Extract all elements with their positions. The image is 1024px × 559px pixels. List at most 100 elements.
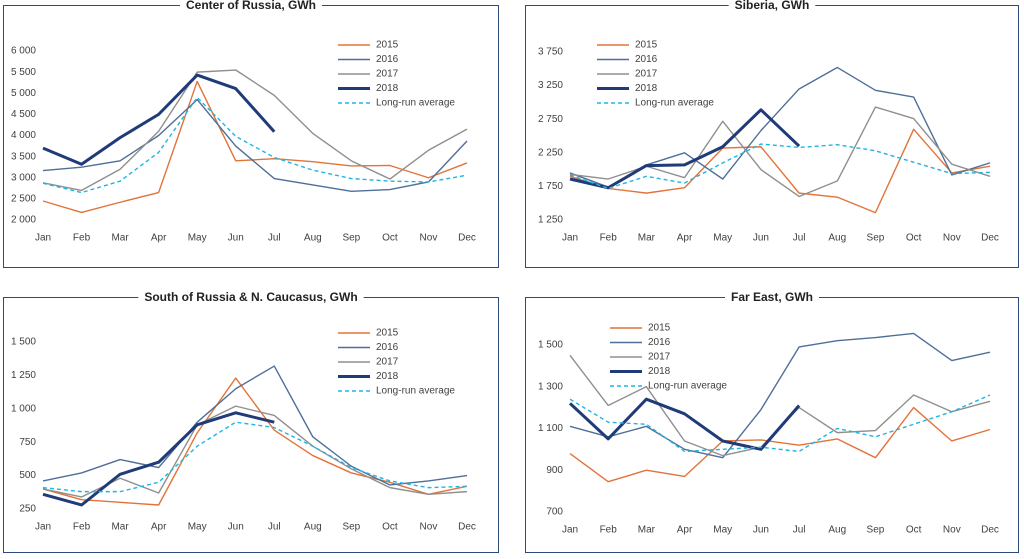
x-tick-label: Feb [600,233,618,244]
x-tick-label: Jun [228,233,244,244]
line-series [42,73,276,166]
chart-title: Siberia, GWh [735,0,810,12]
x-tick-label: Dec [458,233,476,244]
panel-border [3,5,499,268]
chart-panel: Far East, GWh 700 900 1 100 1 300 1 500 Jan Feb… [525,290,1019,553]
x-tick-label: Jun [753,525,769,536]
legend-label: 2017 [635,69,658,80]
x-tick-label: Jan [35,233,51,244]
y-tick-label: 5 000 [11,88,36,99]
x-tick-label: Feb [600,525,618,536]
line-series [569,332,991,459]
y-tick-label: 1 500 [538,340,563,351]
line-series [569,128,991,214]
x-tick-label: Oct [906,525,922,536]
panel-border [525,297,1019,553]
x-tick-label: Feb [73,233,91,244]
legend-label: 2015 [635,40,658,51]
x-tick-label: Jun [228,522,244,533]
x-tick-label: Jul [268,233,281,244]
x-tick-label: Feb [73,522,91,533]
x-tick-label: Aug [828,525,846,536]
x-tick-label: Jun [753,233,769,244]
x-tick-label: Apr [677,233,693,244]
legend-label: 2016 [648,337,671,348]
chart-panel: Center of Russia, GWh 2 000 2 500 3 000 3 50… [3,0,499,268]
y-tick-label: 700 [546,507,563,518]
x-tick-label: Jan [35,522,51,533]
y-tick-label: 2 250 [538,147,563,158]
line-series [42,98,468,192]
title-background [179,0,323,13]
x-tick-label: Mar [111,522,129,533]
x-tick-label: Jul [793,233,806,244]
line-series [42,365,468,486]
y-tick-label: 3 000 [11,172,36,183]
y-tick-label: 900 [546,465,563,476]
y-tick-label: 2 000 [11,215,36,226]
x-tick-label: Dec [981,233,999,244]
legend-label: 2018 [376,83,399,94]
x-tick-label: May [188,522,207,533]
legend-label: 2015 [376,40,399,51]
y-tick-label: 6 000 [11,46,36,57]
y-tick-label: 750 [19,437,36,448]
y-tick-label: 5 500 [11,67,36,78]
legend-label: 2017 [648,352,671,363]
y-tick-label: 2 500 [11,194,36,205]
y-tick-label: 1 250 [11,370,36,381]
legend-label: Long-run average [635,98,714,109]
x-tick-label: Mar [111,233,129,244]
legend-label: Long-run average [376,98,455,109]
x-tick-label: Oct [382,233,398,244]
title-background [138,290,364,305]
line-series [42,405,468,498]
y-tick-label: 3 500 [11,151,36,162]
x-tick-label: Sep [342,233,360,244]
x-tick-label: Dec [981,525,999,536]
panel-border [3,297,499,553]
title-background [724,290,820,305]
legend-label: 2018 [376,371,399,382]
x-tick-label: Jan [562,525,578,536]
line-series [42,421,468,493]
x-tick-label: Jul [793,525,806,536]
x-tick-label: Dec [458,522,476,533]
line-series [42,69,468,192]
legend-label: 2017 [376,357,399,368]
x-tick-label: Mar [638,525,656,536]
legend-label: Long-run average [376,386,455,397]
x-tick-label: Nov [943,525,961,536]
chart-title: Far East, GWh [731,290,813,304]
legend-label: Long-run average [648,381,727,392]
x-tick-label: Jul [268,522,281,533]
y-tick-label: 2 750 [538,114,563,125]
legend-label: 2018 [648,366,671,377]
y-tick-label: 1 300 [538,381,563,392]
x-tick-label: Apr [677,525,693,536]
x-tick-label: Nov [943,233,961,244]
chart-panel: South of Russia & N. Caucasus, GWh 250 500… [3,290,499,553]
x-tick-label: Aug [304,233,322,244]
legend-label: 2018 [635,83,658,94]
line-series [42,411,275,507]
x-tick-label: Jan [562,233,578,244]
x-tick-label: May [188,233,207,244]
y-tick-label: 250 [19,504,36,515]
x-tick-label: Oct [906,233,922,244]
x-tick-label: May [713,233,732,244]
x-tick-label: Apr [151,233,167,244]
legend-label: 2016 [376,342,399,353]
x-tick-label: Apr [151,522,167,533]
x-tick-label: May [713,525,732,536]
chart-panel: Siberia, GWh 1 250 1 750 2 250 2 750 3 250 3 7… [525,0,1019,268]
x-tick-label: Oct [382,522,398,533]
line-series [569,394,991,453]
line-series [569,143,991,190]
chart-title: South of Russia & N. Caucasus, GWh [144,290,357,304]
y-tick-label: 1 750 [538,181,563,192]
y-tick-label: 3 750 [538,47,563,58]
legend-label: 2015 [648,323,671,334]
line-series [569,108,801,190]
x-tick-label: Aug [828,233,846,244]
